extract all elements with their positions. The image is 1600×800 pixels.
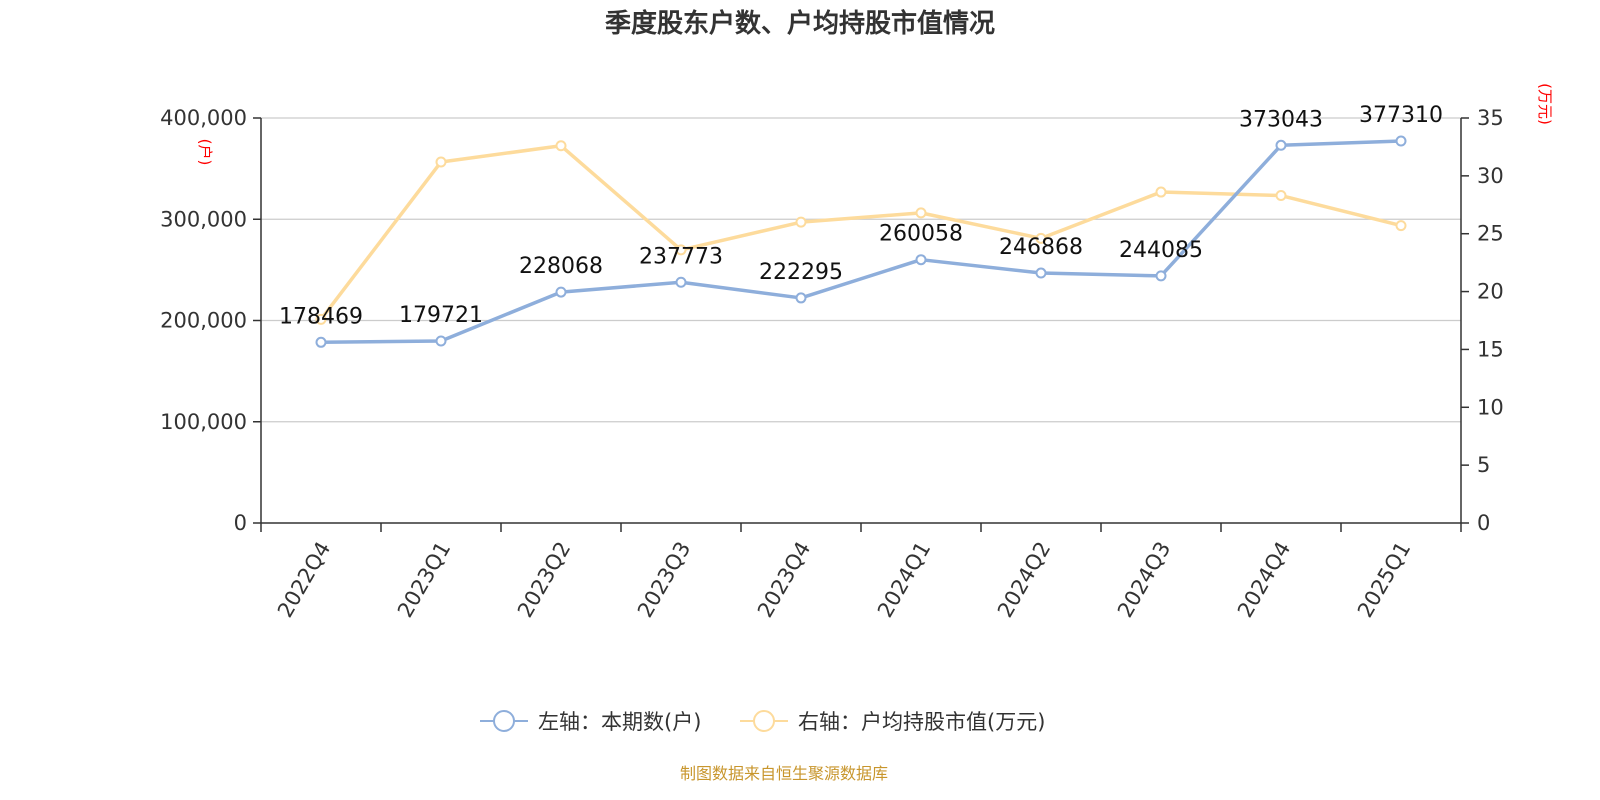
right-tick-label: 20 bbox=[1477, 280, 1504, 304]
right-series-point[interactable] bbox=[555, 140, 567, 152]
left-series-point[interactable] bbox=[315, 336, 327, 348]
right-series-point[interactable] bbox=[315, 313, 327, 325]
left-axis-ticks: 0 100,000 200,000 300,000 400,000 bbox=[160, 106, 261, 535]
data-label: 222295 bbox=[759, 260, 843, 285]
left-series-point[interactable] bbox=[555, 286, 567, 298]
right-series-point[interactable] bbox=[435, 156, 447, 168]
left-tick-label: 200,000 bbox=[160, 309, 247, 333]
data-label: 260058 bbox=[879, 222, 963, 247]
data-label: 237773 bbox=[639, 244, 723, 269]
right-tick-label: 35 bbox=[1477, 106, 1504, 130]
right-tick-label: 15 bbox=[1477, 337, 1504, 361]
data-label: 244085 bbox=[1119, 238, 1203, 263]
right-tick-label: 10 bbox=[1477, 395, 1504, 419]
right-series-point[interactable] bbox=[795, 216, 807, 228]
left-tick-label: 0 bbox=[234, 511, 247, 535]
data-label: 179721 bbox=[399, 303, 483, 328]
data-label: 246868 bbox=[999, 235, 1083, 260]
legend-item-right-series[interactable]: 右轴：户均持股市值(万元) bbox=[740, 710, 1045, 734]
source-note: 制图数据来自恒生聚源数据库 bbox=[680, 764, 888, 783]
legend: 左轴：本期数(户) 右轴：户均持股市值(万元) bbox=[480, 710, 1045, 734]
chart-title: 季度股东户数、户均持股市值情况 bbox=[605, 8, 995, 39]
x-tick-label: 2024Q2 bbox=[993, 538, 1055, 622]
left-series-point[interactable] bbox=[675, 276, 687, 288]
right-series-point[interactable] bbox=[1275, 190, 1287, 202]
right-axis-unit: (万元) bbox=[1536, 83, 1554, 125]
x-tick-label: 2023Q1 bbox=[393, 538, 455, 622]
right-series-point[interactable] bbox=[1395, 220, 1407, 232]
right-series-point[interactable] bbox=[675, 244, 687, 256]
legend-marker-left bbox=[493, 710, 515, 732]
left-series-point[interactable] bbox=[915, 254, 927, 266]
x-tick-label: 2022Q4 bbox=[273, 538, 335, 622]
data-label: 373043 bbox=[1239, 107, 1323, 132]
right-axis-ticks: 0 5 10 15 20 25 30 35 bbox=[1461, 106, 1504, 535]
left-series-point[interactable] bbox=[795, 292, 807, 304]
x-tick-label: 2024Q4 bbox=[1233, 538, 1295, 622]
data-label: 377310 bbox=[1359, 103, 1443, 128]
legend-item-left-series[interactable]: 左轴：本期数(户) bbox=[480, 710, 701, 734]
right-tick-label: 25 bbox=[1477, 222, 1504, 246]
legend-label-left: 左轴：本期数(户) bbox=[538, 710, 701, 734]
left-tick-label: 300,000 bbox=[160, 207, 247, 231]
right-series-point[interactable] bbox=[1155, 186, 1167, 198]
right-tick-label: 0 bbox=[1477, 511, 1490, 535]
left-series-line bbox=[320, 139, 1402, 345]
right-tick-label: 30 bbox=[1477, 164, 1504, 188]
left-tick-label: 100,000 bbox=[160, 410, 247, 434]
x-axis-ticks: 2022Q4 2023Q1 2023Q2 2023Q3 2023Q4 2024Q1 2024… bbox=[260, 523, 1462, 622]
left-series-point[interactable] bbox=[1035, 267, 1047, 279]
right-series-point[interactable] bbox=[1035, 232, 1047, 244]
left-series-point[interactable] bbox=[435, 335, 447, 347]
x-tick-label: 2023Q4 bbox=[753, 538, 815, 622]
left-series-point[interactable] bbox=[1395, 135, 1407, 147]
data-labels: 178469 179721 228068 237773 222295 260058 2468… bbox=[279, 103, 1443, 329]
left-tick-label: 400,000 bbox=[160, 106, 247, 130]
right-series-point[interactable] bbox=[915, 207, 927, 219]
left-axis-unit: (户) bbox=[196, 139, 214, 166]
series-lines bbox=[315, 135, 1407, 348]
left-series-point[interactable] bbox=[1155, 270, 1167, 282]
left-series-point[interactable] bbox=[1275, 139, 1287, 151]
data-label: 228068 bbox=[519, 254, 603, 279]
legend-marker-right bbox=[753, 710, 775, 732]
right-tick-label: 5 bbox=[1477, 453, 1490, 477]
x-tick-label: 2024Q1 bbox=[873, 538, 935, 622]
legend-label-right: 右轴：户均持股市值(万元) bbox=[798, 710, 1045, 734]
x-tick-label: 2025Q1 bbox=[1353, 538, 1415, 622]
x-tick-label: 2023Q3 bbox=[633, 538, 695, 622]
x-tick-label: 2023Q2 bbox=[513, 538, 575, 622]
x-tick-label: 2024Q3 bbox=[1113, 538, 1175, 622]
data-label: 178469 bbox=[279, 304, 363, 329]
right-series-line bbox=[319, 144, 1402, 321]
